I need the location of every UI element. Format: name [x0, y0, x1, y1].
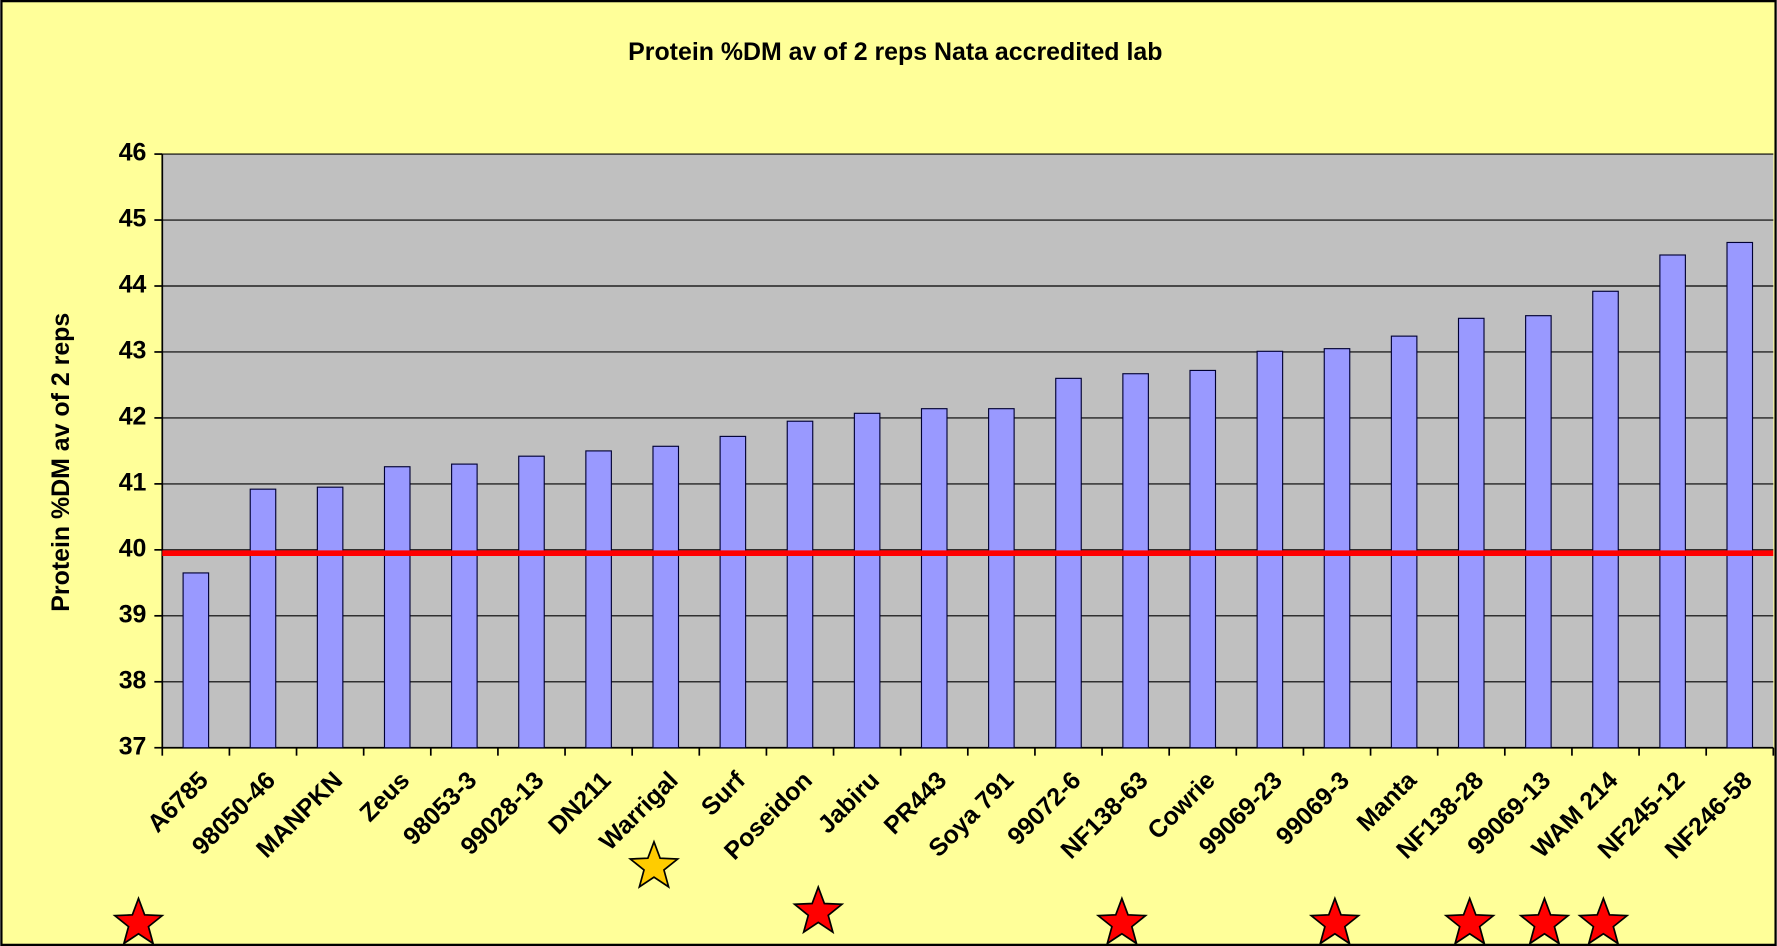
plot-area — [162, 154, 1774, 748]
bar — [1323, 348, 1351, 749]
bar — [1726, 241, 1754, 749]
bar — [1390, 335, 1418, 749]
star — [628, 839, 680, 889]
bar — [1457, 317, 1485, 749]
bar — [853, 412, 881, 749]
bar — [585, 450, 612, 749]
bar — [518, 455, 545, 749]
star — [792, 884, 845, 935]
bar — [182, 572, 210, 749]
y-tick-label: 45 — [119, 205, 147, 233]
bar — [1055, 377, 1082, 749]
bar — [652, 445, 680, 749]
y-tick-label: 42 — [119, 403, 147, 431]
star — [1577, 895, 1630, 946]
bar — [249, 488, 277, 749]
y-tick-label: 43 — [119, 337, 147, 365]
star — [1443, 895, 1496, 946]
y-tick-label: 41 — [119, 468, 147, 496]
bar — [988, 408, 1015, 749]
star — [1518, 895, 1571, 946]
bar — [786, 420, 814, 749]
bar — [383, 466, 411, 749]
y-tick-label: 44 — [119, 271, 147, 299]
star — [1308, 895, 1361, 946]
bar — [1525, 315, 1552, 749]
bar — [451, 463, 478, 749]
bar — [920, 408, 948, 749]
stars — [112, 839, 1630, 946]
y-tick-label: 39 — [119, 600, 147, 628]
y-tick-label: 40 — [119, 534, 147, 562]
y-tick-label: 37 — [119, 732, 147, 760]
bar — [1659, 254, 1686, 749]
star — [1095, 895, 1148, 946]
y-axis-title: Protein %DM av of 2 reps — [47, 313, 75, 612]
y-tick-label: 46 — [119, 139, 147, 167]
star — [112, 895, 165, 946]
chart-title: Protein %DM av of 2 reps Nata accredited… — [628, 38, 1162, 66]
bar — [1122, 373, 1149, 749]
bar — [1189, 369, 1217, 749]
bar — [316, 486, 344, 749]
y-tick-label: 38 — [119, 666, 147, 694]
bar — [1256, 350, 1284, 749]
bar — [719, 435, 747, 749]
bar — [1592, 290, 1619, 749]
